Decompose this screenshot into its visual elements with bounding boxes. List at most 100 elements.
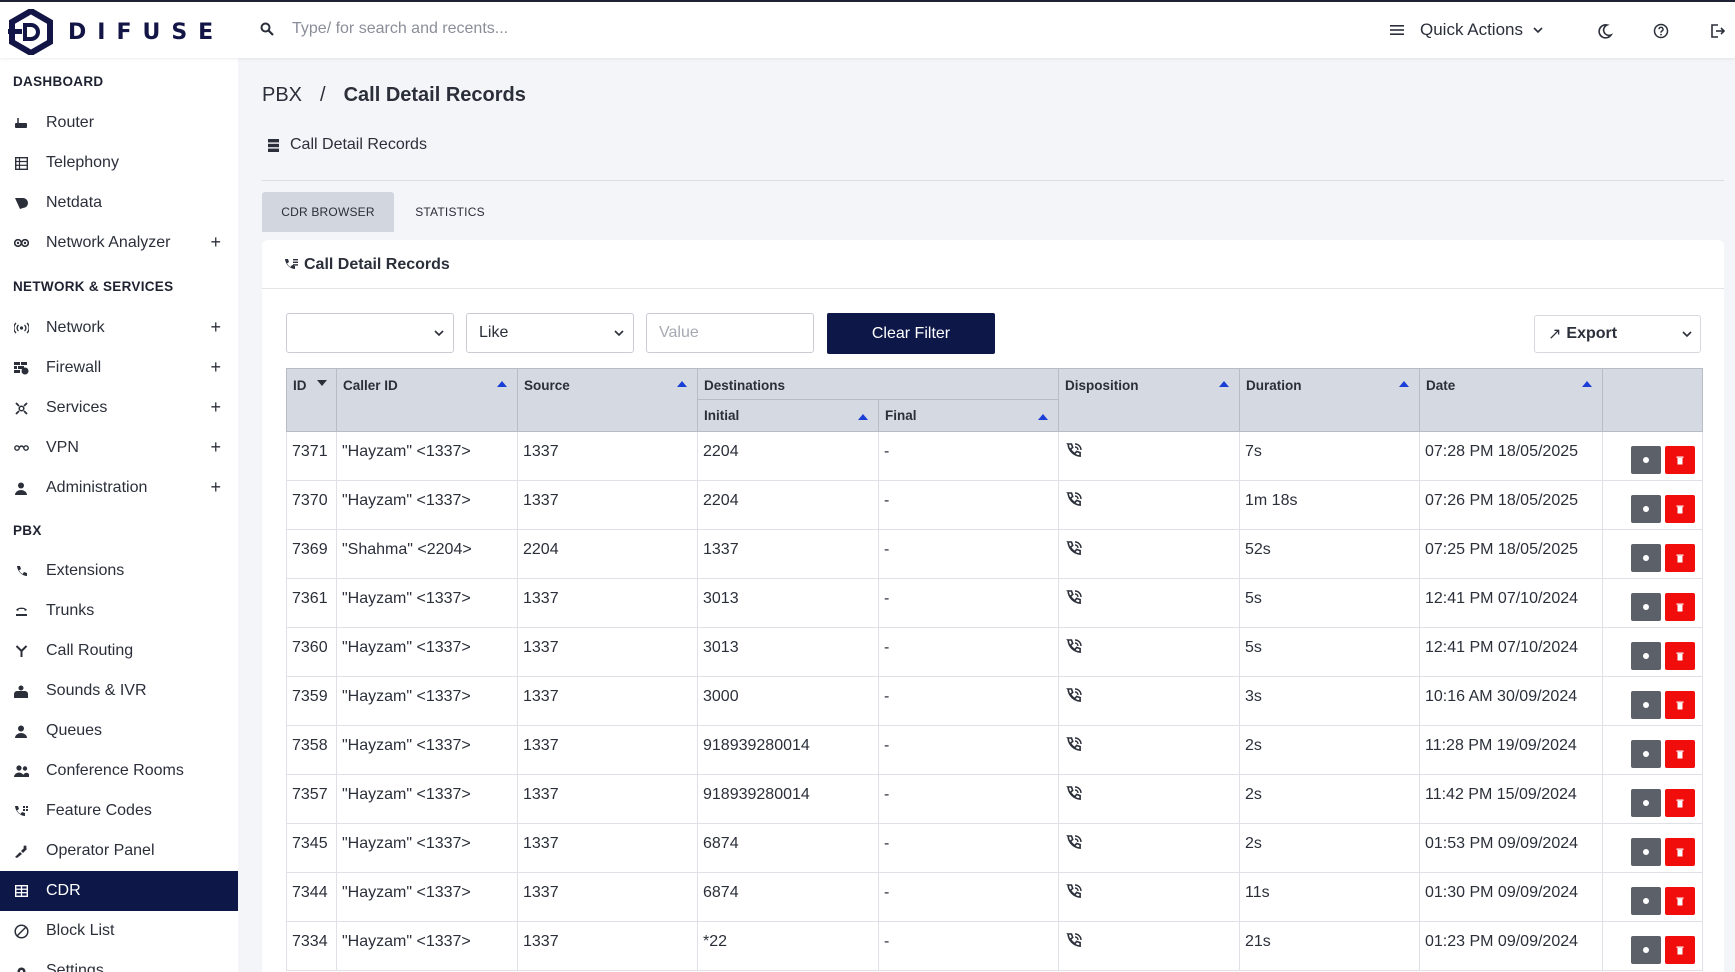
sidebar-item-conference-rooms[interactable]: Conference Rooms (0, 751, 238, 791)
column-header-caller-id[interactable]: Caller ID (336, 368, 518, 432)
play-button[interactable] (1631, 936, 1661, 964)
delete-button[interactable] (1665, 691, 1695, 719)
expand-icon[interactable]: + (210, 397, 221, 417)
cell-caller-id: "Hayzam" <1337> (336, 480, 518, 530)
column-header-destinations: Destinations (697, 368, 1059, 400)
tab-statistics[interactable]: STATISTICS (415, 205, 485, 219)
sidebar-item-sounds-ivr[interactable]: Sounds & IVR (0, 671, 238, 711)
play-button[interactable] (1631, 544, 1661, 572)
sort-asc-icon[interactable] (858, 413, 868, 420)
column-header-initial[interactable]: Initial (697, 399, 879, 432)
dark-mode-icon[interactable] (1597, 23, 1613, 39)
delete-button[interactable] (1665, 593, 1695, 621)
sidebar-item-label: Operator Panel (46, 842, 155, 859)
delete-button[interactable] (1665, 642, 1695, 670)
sidebar-item-extensions[interactable]: Extensions (0, 551, 238, 591)
cell-actions (1602, 480, 1703, 530)
expand-icon[interactable]: + (210, 317, 221, 337)
play-button[interactable] (1631, 887, 1661, 915)
delete-button[interactable] (1665, 740, 1695, 768)
sidebar-item-call-routing[interactable]: Call Routing (0, 631, 238, 671)
sidebar-item-vpn[interactable]: VPN + (0, 428, 238, 468)
delete-button[interactable] (1665, 446, 1695, 474)
routing-icon (13, 643, 29, 659)
logout-icon[interactable] (1709, 23, 1725, 39)
logo[interactable]: DIFUSE (8, 8, 224, 56)
search-input[interactable] (292, 20, 672, 38)
play-button[interactable] (1631, 593, 1661, 621)
sidebar-item-trunks[interactable]: Trunks (0, 591, 238, 631)
sidebar-item-cdr[interactable]: CDR (0, 871, 238, 911)
sort-asc-icon[interactable] (497, 380, 507, 387)
column-header-duration[interactable]: Duration (1239, 368, 1420, 432)
column-header-date[interactable]: Date (1419, 368, 1603, 432)
cell-actions (1602, 578, 1703, 628)
trash-icon (1676, 701, 1684, 709)
cell-id: 7361 (286, 578, 337, 628)
breadcrumb-root[interactable]: PBX (262, 84, 303, 106)
play-button[interactable] (1631, 691, 1661, 719)
cell-source: 2204 (517, 529, 698, 579)
owl-icon (13, 235, 29, 251)
play-button[interactable] (1631, 789, 1661, 817)
trash-icon (1676, 505, 1684, 513)
expand-icon[interactable]: + (210, 437, 221, 457)
delete-button[interactable] (1665, 887, 1695, 915)
play-button[interactable] (1631, 446, 1661, 474)
filter-value-input[interactable] (646, 313, 814, 353)
filter-field-select[interactable] (286, 313, 454, 353)
expand-icon[interactable]: + (210, 477, 221, 497)
tab-cdr-browser[interactable]: CDR BROWSER (262, 192, 394, 232)
cell-date: 01:23 PM 09/09/2024 (1419, 921, 1603, 971)
sidebar-item-queues[interactable]: Queues (0, 711, 238, 751)
sidebar-item-settings[interactable]: Settings (0, 951, 238, 972)
column-header-final[interactable]: Final (878, 399, 1059, 432)
delete-button[interactable] (1665, 789, 1695, 817)
play-button[interactable] (1631, 740, 1661, 768)
sidebar-item-firewall[interactable]: Firewall + (0, 348, 238, 388)
cell-disposition (1058, 872, 1240, 922)
sidebar-item-feature-codes[interactable]: Feature Codes (0, 791, 238, 831)
cell-source: 1337 (517, 725, 698, 775)
sort-asc-icon[interactable] (677, 380, 687, 387)
help-icon[interactable] (1653, 23, 1669, 39)
column-header-id[interactable]: ID (286, 368, 337, 432)
sort-asc-icon[interactable] (1582, 380, 1592, 387)
quick-actions-button[interactable]: Quick Actions (1390, 20, 1543, 40)
play-button[interactable] (1631, 838, 1661, 866)
column-header-source[interactable]: Source (517, 368, 698, 432)
delete-button[interactable] (1665, 936, 1695, 964)
sidebar-item-services[interactable]: Services + (0, 388, 238, 428)
play-button[interactable] (1631, 495, 1661, 523)
play-button[interactable] (1631, 642, 1661, 670)
cell-final: - (878, 774, 1059, 824)
cell-source: 1337 (517, 823, 698, 873)
sidebar-item-network-analyzer[interactable]: Network Analyzer + (0, 223, 238, 263)
column-header-disposition[interactable]: Disposition (1058, 368, 1240, 432)
export-button[interactable]: ↗ Export (1534, 315, 1701, 353)
delete-button[interactable] (1665, 495, 1695, 523)
sidebar-item-telephony[interactable]: Telephony (0, 143, 238, 183)
column-header-actions (1602, 368, 1703, 432)
clear-filter-button[interactable]: Clear Filter (827, 313, 995, 354)
sort-asc-icon[interactable] (1399, 380, 1409, 387)
sidebar-item-netdata[interactable]: Netdata (0, 183, 238, 223)
delete-button[interactable] (1665, 838, 1695, 866)
filter-operator-select[interactable]: Like (466, 313, 634, 353)
cell-final: - (878, 529, 1059, 579)
sidebar-item-network[interactable]: Network + (0, 308, 238, 348)
sidebar-item-router[interactable]: Router (0, 103, 238, 143)
conference-icon (13, 763, 29, 779)
sidebar-item-block-list[interactable]: Block List (0, 911, 238, 951)
delete-button[interactable] (1665, 544, 1695, 572)
sort-asc-icon[interactable] (1038, 413, 1048, 420)
cell-actions (1602, 431, 1703, 481)
sidebar-item-operator-panel[interactable]: Operator Panel (0, 831, 238, 871)
sort-asc-icon[interactable] (1219, 380, 1229, 387)
cell-initial: 2204 (697, 480, 879, 530)
search-icon (260, 22, 274, 36)
sort-desc-icon[interactable] (317, 380, 327, 387)
expand-icon[interactable]: + (210, 232, 221, 252)
sidebar-item-administration[interactable]: Administration + (0, 468, 238, 508)
expand-icon[interactable]: + (210, 357, 221, 377)
